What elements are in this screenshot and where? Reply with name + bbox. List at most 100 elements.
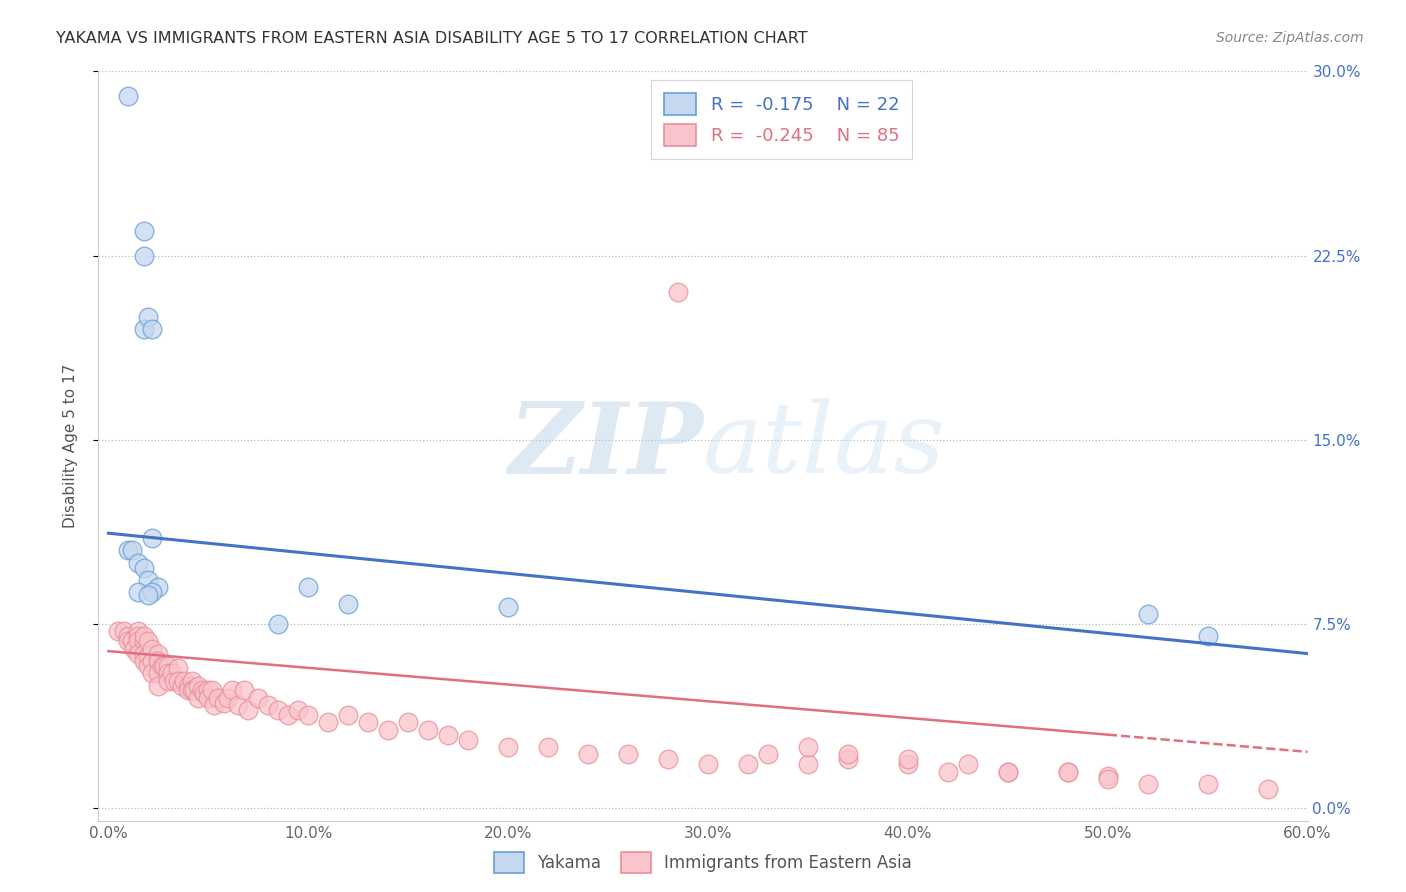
Point: [1056, 764, 1078, 779]
Point: [1097, 772, 1119, 786]
Point: [537, 739, 560, 754]
Text: atlas: atlas: [703, 399, 946, 493]
Point: [134, 647, 156, 661]
Point: [177, 679, 200, 693]
Point: [193, 686, 215, 700]
Point: [221, 683, 243, 698]
Point: [997, 764, 1019, 779]
Point: [153, 658, 176, 673]
Point: [316, 715, 339, 730]
Point: [797, 757, 820, 772]
Point: [134, 322, 156, 336]
Point: [797, 739, 820, 754]
Point: [148, 654, 170, 668]
Point: [267, 703, 290, 717]
Point: [997, 764, 1019, 779]
Point: [112, 624, 135, 639]
Point: [214, 696, 236, 710]
Point: [197, 683, 219, 698]
Point: [141, 666, 163, 681]
Point: [217, 690, 239, 705]
Point: [173, 673, 195, 688]
Point: [148, 580, 170, 594]
Point: [127, 629, 149, 643]
Point: [138, 634, 160, 648]
Point: [396, 715, 419, 730]
Point: [181, 683, 204, 698]
Point: [167, 661, 190, 675]
Point: [127, 556, 149, 570]
Point: [138, 648, 160, 663]
Point: [162, 666, 184, 681]
Point: [897, 757, 920, 772]
Point: [297, 580, 319, 594]
Point: [134, 249, 156, 263]
Point: [617, 747, 640, 762]
Point: [172, 679, 194, 693]
Point: [134, 634, 156, 648]
Point: [134, 224, 156, 238]
Point: [897, 752, 920, 766]
Point: [177, 683, 200, 698]
Point: [187, 679, 209, 693]
Point: [576, 747, 599, 762]
Point: [1097, 769, 1119, 783]
Point: [117, 634, 139, 648]
Point: [150, 658, 173, 673]
Point: [138, 658, 160, 673]
Point: [157, 658, 180, 673]
Point: [1136, 607, 1159, 622]
Point: [191, 683, 214, 698]
Point: [437, 728, 460, 742]
Point: [197, 690, 219, 705]
Point: [837, 752, 859, 766]
Point: [233, 683, 256, 698]
Point: [148, 666, 170, 681]
Text: YAKAMA VS IMMIGRANTS FROM EASTERN ASIA DISABILITY AGE 5 TO 17 CORRELATION CHART: YAKAMA VS IMMIGRANTS FROM EASTERN ASIA D…: [56, 31, 808, 46]
Point: [187, 690, 209, 705]
Point: [228, 698, 250, 713]
Point: [134, 629, 156, 643]
Point: [1136, 777, 1159, 791]
Point: [127, 634, 149, 648]
Point: [1056, 764, 1078, 779]
Point: [134, 654, 156, 668]
Point: [141, 322, 163, 336]
Point: [134, 560, 156, 574]
Legend: Yakama, Immigrants from Eastern Asia: Yakama, Immigrants from Eastern Asia: [486, 846, 920, 880]
Point: [121, 634, 143, 648]
Point: [207, 690, 229, 705]
Point: [117, 89, 139, 103]
Point: [297, 708, 319, 723]
Legend: R =  -0.175    N = 22, R =  -0.245    N = 85: R = -0.175 N = 22, R = -0.245 N = 85: [651, 80, 912, 159]
Point: [127, 624, 149, 639]
Point: [127, 647, 149, 661]
Point: [117, 629, 139, 643]
Point: [457, 732, 479, 747]
Point: [697, 757, 720, 772]
Point: [148, 679, 170, 693]
Point: [277, 708, 299, 723]
Point: [138, 573, 160, 587]
Point: [107, 624, 129, 639]
Point: [756, 747, 779, 762]
Point: [267, 617, 290, 632]
Point: [141, 585, 163, 599]
Point: [117, 543, 139, 558]
Point: [1197, 629, 1219, 643]
Point: [141, 531, 163, 545]
Point: [138, 588, 160, 602]
Point: [657, 752, 679, 766]
Point: [201, 683, 224, 698]
Point: [287, 703, 309, 717]
Y-axis label: Disability Age 5 to 17: Disability Age 5 to 17: [63, 364, 77, 528]
Point: [141, 654, 163, 668]
Point: [1257, 781, 1279, 796]
Point: [157, 673, 180, 688]
Point: [496, 599, 519, 614]
Point: [496, 739, 519, 754]
Point: [181, 673, 204, 688]
Point: [837, 747, 859, 762]
Point: [183, 683, 205, 698]
Point: [141, 641, 163, 656]
